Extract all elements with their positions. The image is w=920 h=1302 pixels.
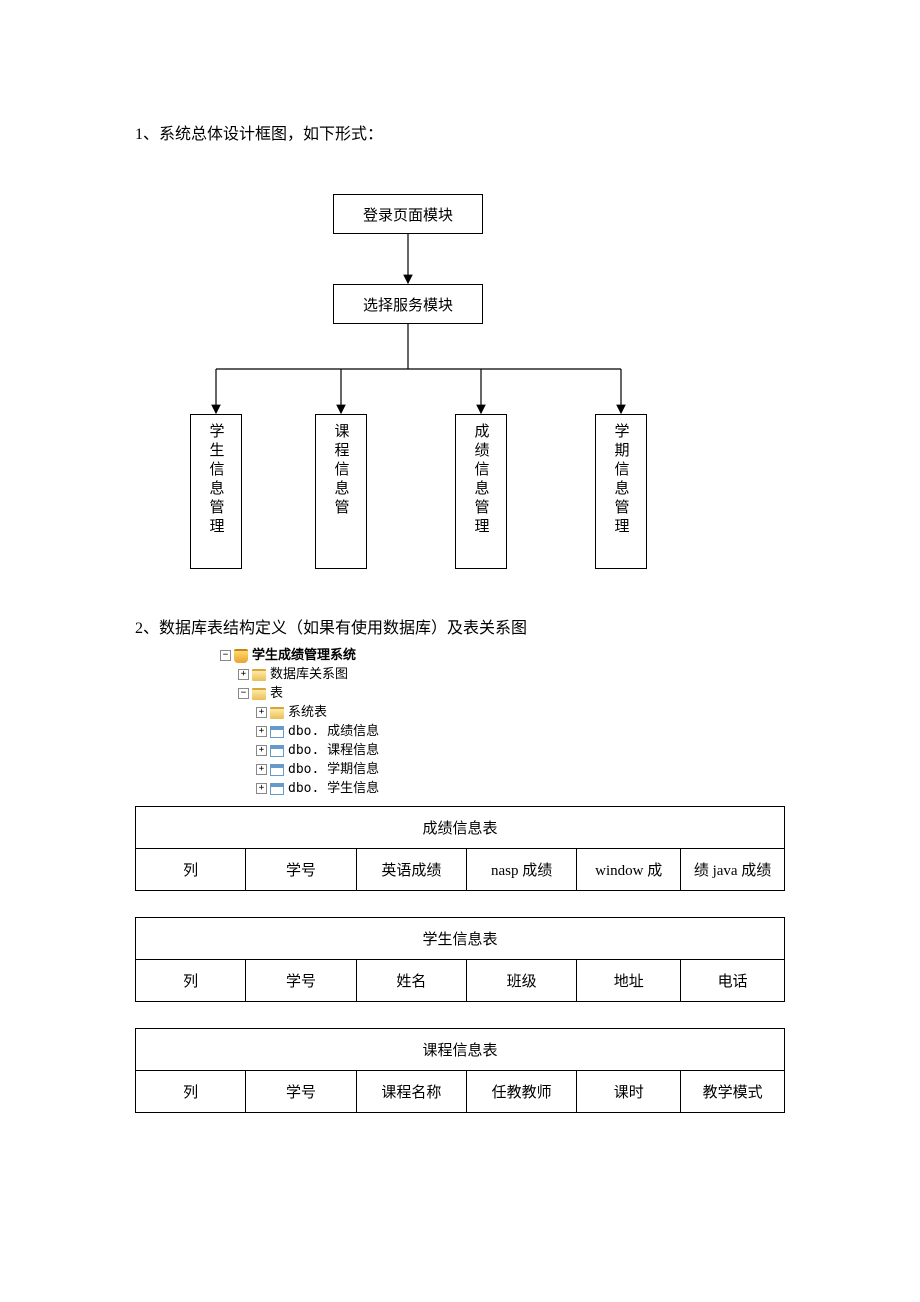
table-col-header: 课程名称 <box>356 1071 466 1113</box>
expand-icon: + <box>256 745 267 756</box>
expand-icon: + <box>256 726 267 737</box>
tree-item-label: dbo. 课程信息 <box>288 741 379 761</box>
table-col-header: 学号 <box>246 849 356 891</box>
database-icon <box>234 649 248 663</box>
table-icon <box>270 745 284 757</box>
table-col-header: 列 <box>136 1071 246 1113</box>
table-col-header: 任教教师 <box>466 1071 576 1113</box>
tree-item-label: 学生成绩管理系统 <box>252 646 356 666</box>
tree-item-label: dbo. 学生信息 <box>288 779 379 799</box>
table-col-header: 英语成绩 <box>356 849 466 891</box>
table-col-header: 教学模式 <box>681 1071 785 1113</box>
student-table: 学生信息表 列学号姓名班级地址电话 <box>135 917 785 1002</box>
collapse-icon: − <box>238 688 249 699</box>
tree-item: + dbo. 学生信息 <box>220 779 785 798</box>
system-flowchart: 登录页面模块选择服务模块学生信息管理 课程信息管 成绩信息管理 学期信息管理 <box>135 194 785 594</box>
tree-item-label: 系统表 <box>288 703 327 723</box>
folder-icon <box>252 669 266 681</box>
expand-icon: + <box>256 764 267 775</box>
course-table: 课程信息表 列学号课程名称任教教师课时教学模式 <box>135 1028 785 1113</box>
tree-item-label: 数据库关系图 <box>270 665 348 685</box>
table-col-header: 地址 <box>577 960 681 1002</box>
course-table-title: 课程信息表 <box>136 1029 785 1071</box>
database-tree: −学生成绩管理系统+数据库关系图−表+系统表+dbo. 成绩信息+dbo. 课程… <box>220 646 785 798</box>
tree-item: + dbo. 学期信息 <box>220 760 785 779</box>
table-col-header: 列 <box>136 960 246 1002</box>
table-col-header: window 成 <box>577 849 681 891</box>
table-col-header: 学号 <box>246 960 356 1002</box>
folder-icon <box>252 688 266 700</box>
flow-node-select: 选择服务模块 <box>333 284 483 324</box>
flow-node-semester: 学期信息管理 <box>595 414 647 569</box>
folder-icon <box>270 707 284 719</box>
section-2-heading: 2、数据库表结构定义（如果有使用数据库）及表关系图 <box>135 614 785 638</box>
student-table-title: 学生信息表 <box>136 918 785 960</box>
tree-item: + 数据库关系图 <box>220 665 785 684</box>
collapse-icon: − <box>220 650 231 661</box>
section-1-heading: 1、系统总体设计框图，如下形式： <box>135 120 785 144</box>
table-col-header: nasp 成绩 <box>466 849 576 891</box>
grade-table-title: 成绩信息表 <box>136 807 785 849</box>
table-col-header: 电话 <box>681 960 785 1002</box>
table-col-header: 课时 <box>577 1071 681 1113</box>
expand-icon: + <box>238 669 249 680</box>
flow-node-course: 课程信息管 <box>315 414 367 569</box>
table-col-header: 列 <box>136 849 246 891</box>
tree-item: + dbo. 课程信息 <box>220 741 785 760</box>
table-icon <box>270 764 284 776</box>
expand-icon: + <box>256 707 267 718</box>
grade-table: 成绩信息表 列学号英语成绩nasp 成绩window 成绩 java 成绩 <box>135 806 785 891</box>
flow-node-student: 学生信息管理 <box>190 414 242 569</box>
table-col-header: 班级 <box>466 960 576 1002</box>
table-icon <box>270 726 284 738</box>
tree-item: −表 <box>220 684 785 703</box>
tree-item: − 学生成绩管理系统 <box>220 646 785 665</box>
tree-item: + dbo. 成绩信息 <box>220 722 785 741</box>
table-col-header: 姓名 <box>356 960 466 1002</box>
tree-item-label: 表 <box>270 684 283 704</box>
expand-icon: + <box>256 783 267 794</box>
table-col-header: 学号 <box>246 1071 356 1113</box>
flow-node-login: 登录页面模块 <box>333 194 483 234</box>
table-col-header: 绩 java 成绩 <box>681 849 785 891</box>
tree-item: + 系统表 <box>220 703 785 722</box>
tree-item-label: dbo. 成绩信息 <box>288 722 379 742</box>
tree-item-label: dbo. 学期信息 <box>288 760 379 780</box>
table-icon <box>270 783 284 795</box>
flow-node-grade: 成绩信息管理 <box>455 414 507 569</box>
